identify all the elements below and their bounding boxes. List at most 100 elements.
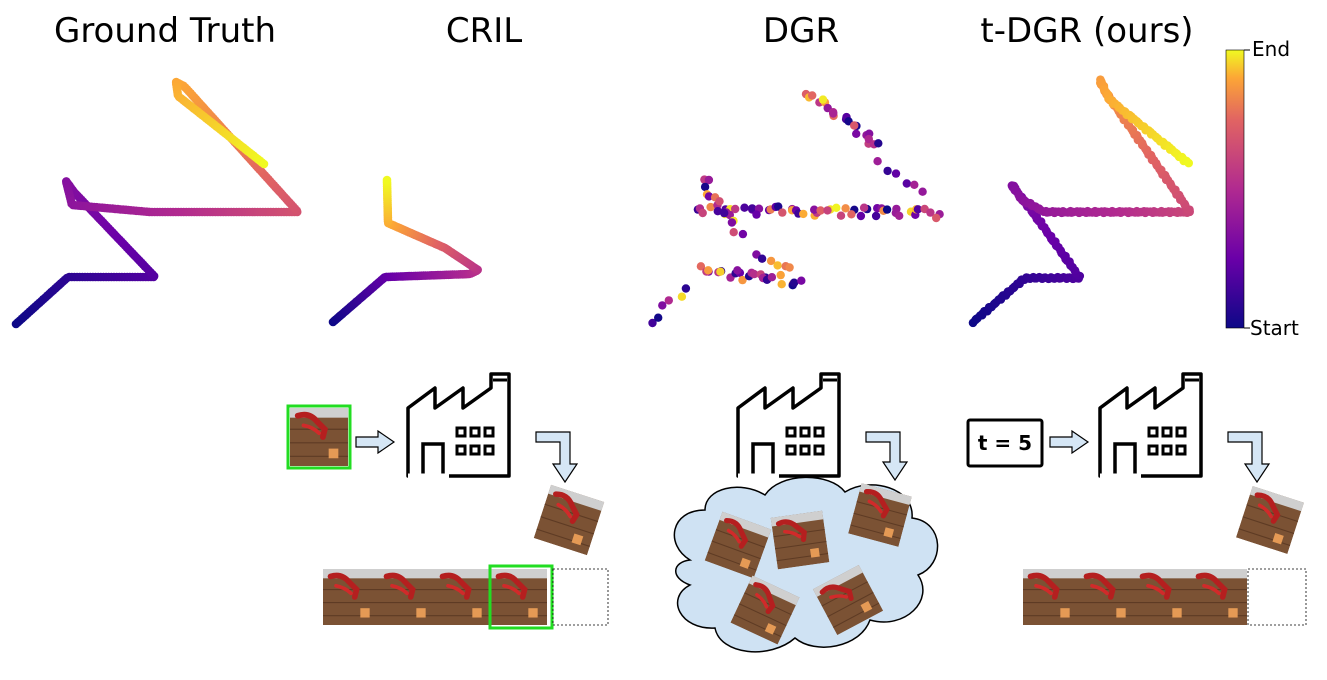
trajectory-point	[664, 296, 673, 305]
trajectory-point	[733, 266, 742, 275]
trajectory-point	[910, 180, 919, 189]
cril-factory-icon	[408, 374, 509, 476]
panel-title-tdgr: t-DGR (ours)	[980, 11, 1193, 51]
colorbar: End Start	[1225, 37, 1299, 340]
cril-empty-slot	[552, 568, 609, 626]
trajectory-point	[926, 208, 935, 217]
trajectory-point	[773, 261, 782, 270]
cril-input-frame	[286, 404, 352, 470]
trajectory-point	[749, 269, 759, 279]
trajectory-point	[681, 284, 691, 293]
colorbar-start-label: Start	[1250, 316, 1299, 340]
trajectory-point	[738, 275, 747, 285]
trajectory-point	[382, 175, 392, 185]
panel-title-ground-truth: Ground Truth	[54, 11, 276, 51]
trajectory-point	[716, 267, 725, 276]
trajectory-point	[740, 203, 749, 212]
tdgr-arrow-right-icon	[1049, 429, 1090, 455]
trajectory-point	[698, 208, 707, 218]
tdgr-factory-icon	[1100, 374, 1201, 476]
tdgr-generated-frame	[1236, 486, 1304, 554]
trajectory-point	[700, 182, 710, 192]
trajectory-point	[852, 129, 861, 138]
trajectory-point	[902, 179, 911, 188]
trajectory-point	[704, 175, 714, 185]
trajectory-point	[658, 301, 667, 310]
trajectory-point	[874, 139, 883, 148]
trajectory-point	[731, 204, 740, 214]
trajectory-point	[713, 207, 722, 216]
trajectory-point	[648, 318, 657, 328]
trajectory-point	[706, 202, 715, 212]
trajectory-point	[748, 204, 757, 213]
dgr-arrow-down-icon	[865, 431, 909, 482]
trajectory-point	[895, 211, 904, 220]
trajectory-point	[774, 202, 783, 211]
trajectory-point	[847, 210, 856, 219]
trajectory-point	[882, 205, 892, 214]
tdgr-generation-diagram: t = 5	[966, 374, 1307, 626]
tdgr-empty-slot	[1247, 568, 1307, 626]
trajectory-point	[913, 205, 923, 214]
dgr-trajectory	[648, 89, 944, 328]
cril-generated-frame	[534, 485, 605, 556]
trajectory-point	[766, 256, 776, 266]
trajectory-point	[738, 229, 748, 239]
tdgr-frame-sequence	[1023, 568, 1307, 626]
trajectory-point	[836, 211, 846, 220]
trajectory-point	[841, 204, 850, 213]
trajectory-point	[696, 262, 706, 271]
trajectory-point	[797, 276, 806, 285]
trajectory-point	[823, 206, 832, 215]
colorbar-gradient	[1225, 49, 1245, 329]
trajectory-point	[715, 197, 724, 206]
trajectory-point	[829, 109, 838, 118]
trajectory-point	[832, 203, 841, 212]
trajectory-point	[873, 157, 882, 166]
tdgr-arrow-down-icon	[1227, 431, 1271, 484]
trajectory-point	[810, 205, 819, 214]
trajectory-point	[864, 134, 873, 144]
trajectory-point	[871, 211, 881, 221]
trajectory-point	[856, 211, 866, 221]
ground-truth-trajectory	[11, 77, 302, 329]
trajectory-point	[883, 166, 892, 176]
trajectory-point	[757, 254, 767, 263]
trajectory-point	[785, 263, 794, 272]
trajectory-point	[918, 187, 927, 196]
cril-trajectory	[328, 175, 483, 327]
trajectory-point	[778, 208, 787, 217]
trajectory-point	[789, 278, 799, 287]
tdgr-trajectory	[968, 75, 1194, 328]
trajectory-point	[720, 208, 729, 218]
trajectory-point	[850, 121, 859, 130]
trajectory-point	[1184, 158, 1193, 168]
panel-title-cril: CRIL	[446, 11, 522, 51]
trajectory-point	[752, 210, 761, 219]
timestep-box	[966, 418, 1044, 468]
trajectory-point	[799, 209, 808, 219]
trajectory-point	[891, 169, 901, 178]
dgr-generation-diagram	[673, 374, 939, 653]
dgr-factory-icon	[738, 374, 839, 476]
trajectory-point	[859, 203, 869, 212]
trajectory-point	[704, 266, 713, 275]
trajectory-point	[727, 218, 737, 227]
trajectory-point	[818, 95, 828, 104]
trajectory-point	[767, 273, 777, 282]
trajectory-point	[808, 91, 817, 100]
timestep-label: t = 5	[978, 431, 1032, 455]
trajectory-point	[816, 206, 825, 215]
cril-generation-diagram	[286, 374, 609, 630]
trajectory-point	[776, 270, 785, 280]
trajectory-point	[654, 313, 663, 322]
dgr-cloud-frame	[771, 511, 830, 570]
colorbar-end-label: End	[1252, 37, 1290, 61]
trajectory-point	[259, 159, 269, 169]
cril-arrow-right-icon	[355, 429, 396, 455]
trajectory-point	[677, 292, 687, 301]
trajectory-point	[729, 228, 738, 237]
trajectory-point	[932, 213, 941, 223]
cril-arrow-down-icon	[535, 431, 579, 484]
